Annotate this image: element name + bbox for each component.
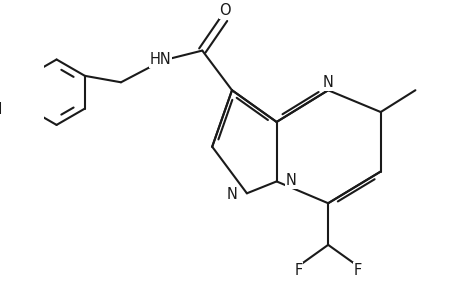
Text: O: O xyxy=(219,3,230,18)
Text: F: F xyxy=(353,263,361,278)
Text: HN: HN xyxy=(150,52,171,67)
Text: Cl: Cl xyxy=(0,102,2,117)
Text: F: F xyxy=(294,263,302,278)
Text: N: N xyxy=(285,173,296,188)
Text: N: N xyxy=(322,75,333,90)
Text: N: N xyxy=(227,187,237,202)
